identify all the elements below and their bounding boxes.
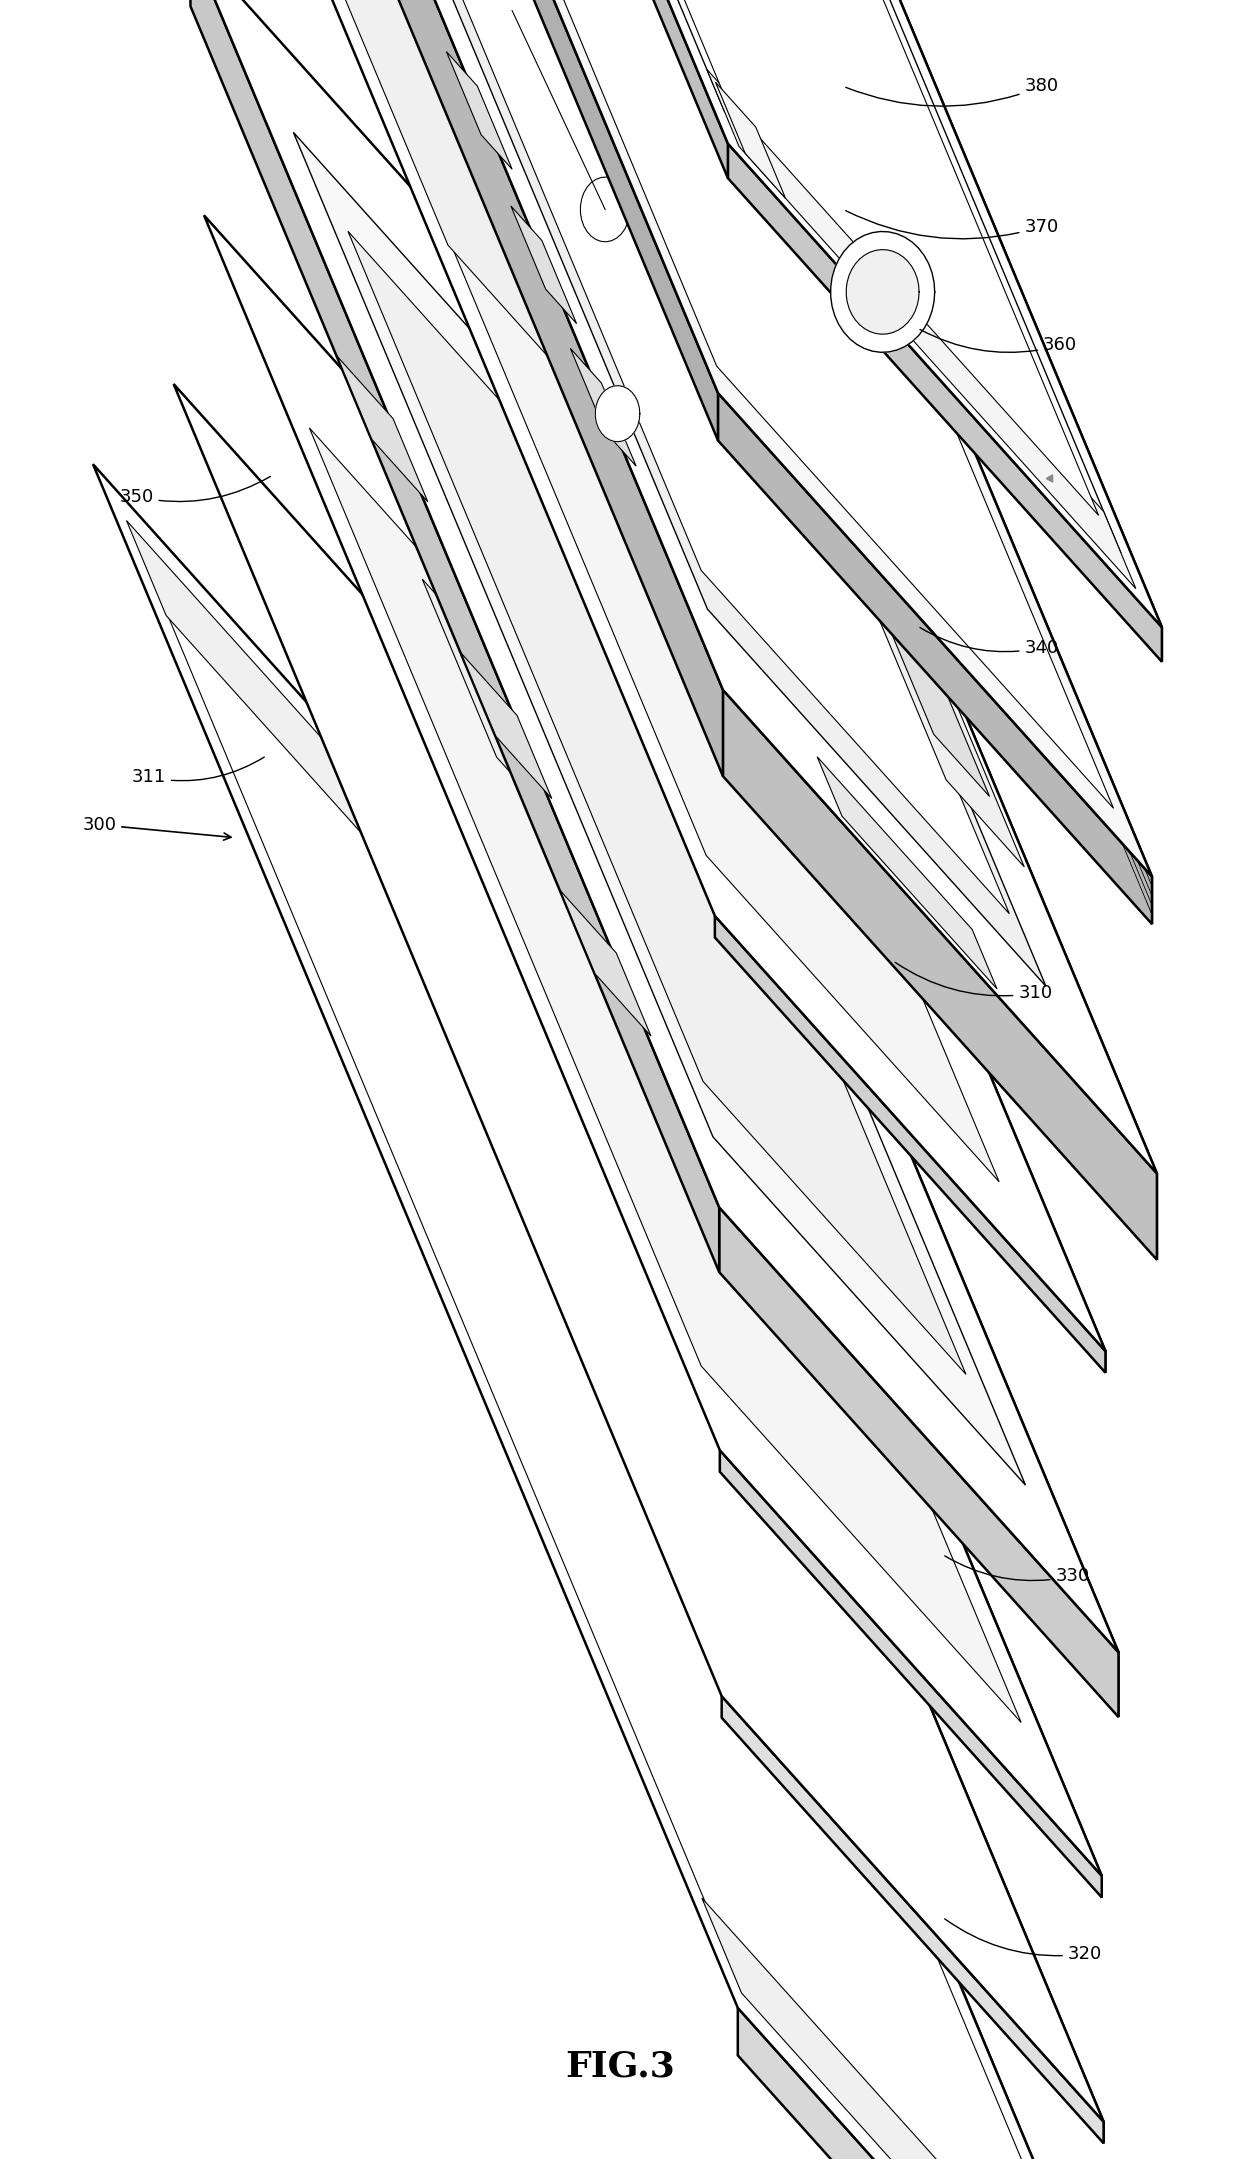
Polygon shape xyxy=(138,0,718,440)
Polygon shape xyxy=(556,810,1104,2144)
Polygon shape xyxy=(130,0,1157,1172)
Polygon shape xyxy=(294,132,1025,1485)
Polygon shape xyxy=(461,654,552,799)
Text: 311: 311 xyxy=(131,758,264,786)
Polygon shape xyxy=(130,0,723,777)
Polygon shape xyxy=(718,393,1152,924)
Polygon shape xyxy=(445,229,999,1181)
Polygon shape xyxy=(564,0,1157,1259)
Polygon shape xyxy=(337,356,428,501)
Text: 300: 300 xyxy=(82,816,231,840)
Polygon shape xyxy=(203,216,1101,1876)
Polygon shape xyxy=(459,956,496,1019)
Text: 330: 330 xyxy=(945,1557,1090,1585)
Polygon shape xyxy=(191,0,719,1272)
Polygon shape xyxy=(289,0,1099,516)
Polygon shape xyxy=(820,462,915,617)
Polygon shape xyxy=(702,1898,1138,2159)
Polygon shape xyxy=(374,0,1009,913)
Text: 360: 360 xyxy=(920,330,1078,354)
Polygon shape xyxy=(595,386,640,443)
Polygon shape xyxy=(831,231,935,352)
Polygon shape xyxy=(572,0,1152,924)
Polygon shape xyxy=(174,384,1104,2122)
Text: 350: 350 xyxy=(119,477,270,505)
Polygon shape xyxy=(707,69,1136,589)
Polygon shape xyxy=(785,585,968,928)
Polygon shape xyxy=(719,1451,1101,1898)
Text: 320: 320 xyxy=(945,1919,1102,1963)
Text: 370: 370 xyxy=(846,212,1059,240)
Polygon shape xyxy=(603,147,1106,1373)
Polygon shape xyxy=(563,1017,794,1453)
Polygon shape xyxy=(191,0,1118,1652)
Polygon shape xyxy=(348,231,966,1375)
Polygon shape xyxy=(446,52,512,168)
Polygon shape xyxy=(570,348,636,466)
Polygon shape xyxy=(856,712,951,870)
Polygon shape xyxy=(138,0,1152,877)
Polygon shape xyxy=(670,1015,813,1237)
Polygon shape xyxy=(128,0,1162,626)
Polygon shape xyxy=(615,1116,742,1356)
Polygon shape xyxy=(719,1207,1118,1716)
Polygon shape xyxy=(128,0,728,177)
Polygon shape xyxy=(366,801,620,1209)
Text: 310: 310 xyxy=(895,963,1053,1002)
Polygon shape xyxy=(272,0,663,484)
Polygon shape xyxy=(490,624,738,1058)
Polygon shape xyxy=(190,0,725,184)
Polygon shape xyxy=(257,0,1121,553)
Polygon shape xyxy=(340,0,1045,987)
Polygon shape xyxy=(874,592,990,797)
Polygon shape xyxy=(723,689,1157,1259)
Polygon shape xyxy=(738,2008,1172,2159)
Polygon shape xyxy=(560,892,651,1036)
Polygon shape xyxy=(511,205,577,324)
Polygon shape xyxy=(126,520,563,1058)
Polygon shape xyxy=(562,0,1162,661)
Polygon shape xyxy=(176,0,1114,807)
Polygon shape xyxy=(714,915,1106,1373)
Text: 380: 380 xyxy=(846,78,1059,106)
Polygon shape xyxy=(590,386,1118,1716)
Polygon shape xyxy=(527,948,1172,2159)
Polygon shape xyxy=(846,250,919,335)
Polygon shape xyxy=(774,1099,944,1403)
Polygon shape xyxy=(580,177,630,242)
Polygon shape xyxy=(422,579,577,846)
Polygon shape xyxy=(728,142,1162,661)
Text: FIG.3: FIG.3 xyxy=(565,2049,675,2083)
Polygon shape xyxy=(436,920,518,1056)
Polygon shape xyxy=(585,641,1101,1898)
Polygon shape xyxy=(723,246,1024,868)
Polygon shape xyxy=(134,535,1131,2159)
Polygon shape xyxy=(212,0,1106,1352)
Polygon shape xyxy=(722,1697,1104,2144)
Polygon shape xyxy=(309,427,1021,1723)
Polygon shape xyxy=(715,82,786,199)
Polygon shape xyxy=(817,758,997,989)
Polygon shape xyxy=(93,464,1172,2159)
Text: 340: 340 xyxy=(920,628,1059,656)
